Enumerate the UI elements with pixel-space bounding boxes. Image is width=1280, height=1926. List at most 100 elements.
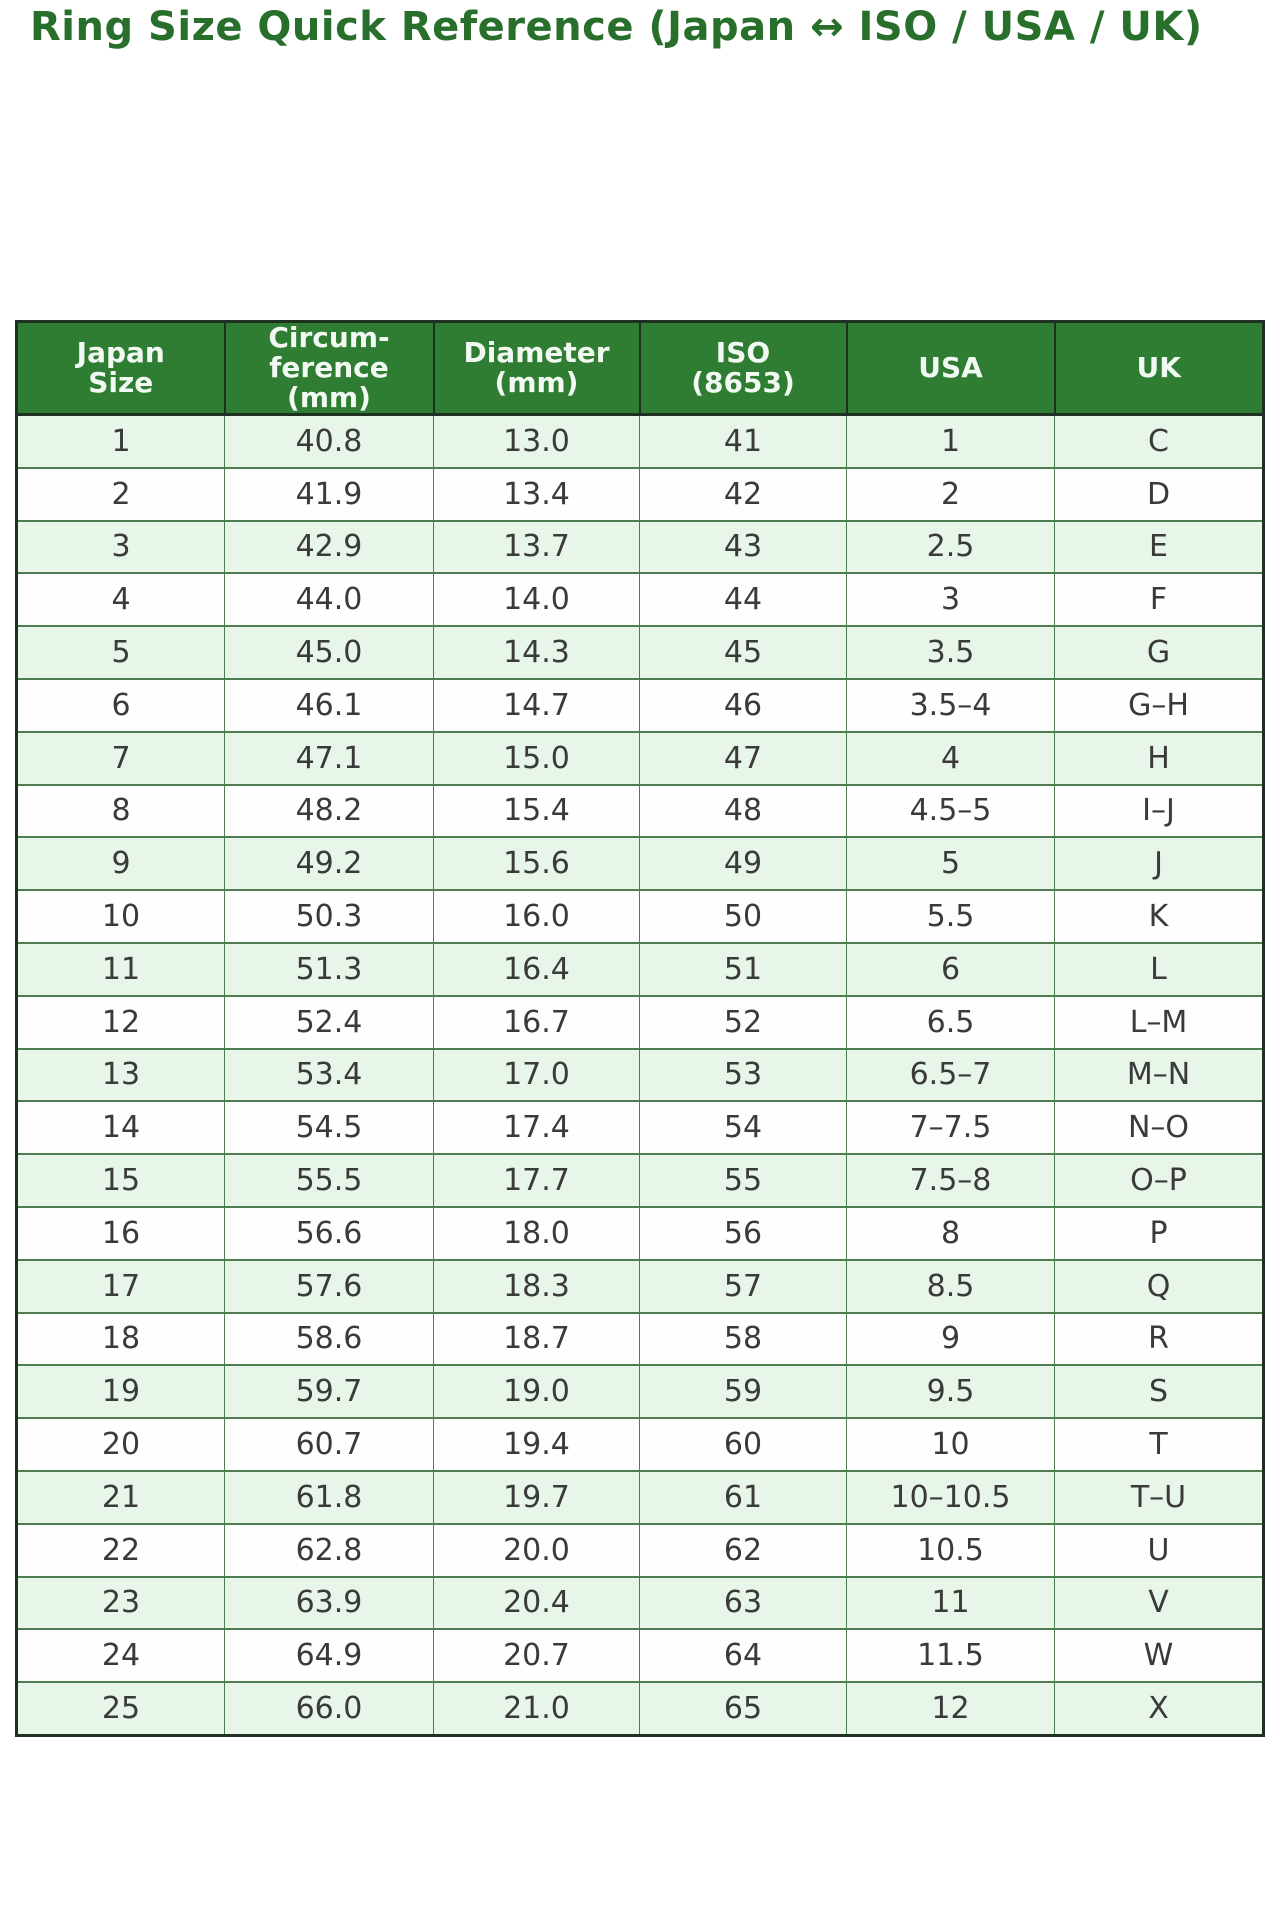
cell-iso-8653: 46 <box>639 677 847 733</box>
cell-usa: 3.5–4 <box>846 677 1055 733</box>
table-row: 14 54.5 17.4 54 7–7.5 N–O <box>16 1100 1264 1156</box>
table-row: 5 45.0 14.3 45 3.5 G <box>16 625 1264 680</box>
cell-uk: P <box>1054 1205 1264 1261</box>
cell-iso-8653: 54 <box>639 1100 847 1156</box>
cell-circumference-mm: 60.7 <box>224 1417 434 1472</box>
table-row: 4 44.0 14.0 44 3 F <box>16 572 1264 628</box>
cell-uk: L <box>1054 941 1264 997</box>
col-header-iso-8653: ISO (8653) <box>638 320 848 416</box>
col-header-circumference-mm: Circum- ference (mm) <box>223 320 435 416</box>
cell-iso-8653: 51 <box>639 941 847 997</box>
cell-circumference-mm: 44.0 <box>224 572 434 628</box>
cell-uk: D <box>1054 466 1264 522</box>
cell-japan-size: 18 <box>16 1311 225 1367</box>
cell-iso-8653: 43 <box>639 519 847 575</box>
cell-usa: 7.5–8 <box>846 1153 1055 1208</box>
table-row: 24 64.9 20.7 64 11.5 W <box>16 1628 1264 1684</box>
cell-iso-8653: 45 <box>639 625 847 680</box>
cell-usa: 1 <box>846 413 1055 469</box>
col-header-diameter-mm: Diameter (mm) <box>432 320 641 416</box>
cell-uk: E <box>1054 519 1264 575</box>
cell-iso-8653: 47 <box>639 730 847 786</box>
ring-size-table-wrap: Japan Size Circum- ference (mm) Diameter… <box>15 320 1265 1737</box>
cell-circumference-mm: 49.2 <box>224 836 434 892</box>
cell-usa: 12 <box>846 1681 1055 1737</box>
cell-iso-8653: 59 <box>639 1364 847 1420</box>
cell-uk: T <box>1054 1417 1264 1472</box>
cell-diameter-mm: 15.0 <box>433 730 640 786</box>
cell-uk: V <box>1054 1575 1264 1631</box>
cell-iso-8653: 60 <box>639 1417 847 1472</box>
cell-diameter-mm: 18.0 <box>433 1205 640 1261</box>
cell-diameter-mm: 17.7 <box>433 1153 640 1208</box>
cell-iso-8653: 63 <box>639 1575 847 1631</box>
cell-circumference-mm: 50.3 <box>224 889 434 944</box>
table-row: 25 66.0 21.0 65 12 X <box>16 1681 1264 1737</box>
cell-usa: 3.5 <box>846 625 1055 680</box>
cell-usa: 5.5 <box>846 889 1055 944</box>
cell-uk: X <box>1054 1681 1264 1737</box>
cell-circumference-mm: 57.6 <box>224 1258 434 1314</box>
cell-diameter-mm: 16.0 <box>433 889 640 944</box>
cell-iso-8653: 56 <box>639 1205 847 1261</box>
cell-japan-size: 12 <box>16 994 225 1050</box>
cell-uk: N–O <box>1054 1100 1264 1156</box>
cell-japan-size: 2 <box>16 466 225 522</box>
cell-iso-8653: 53 <box>639 1047 847 1103</box>
cell-japan-size: 5 <box>16 625 225 680</box>
table-row: 6 46.1 14.7 46 3.5–4 G–H <box>16 677 1264 733</box>
cell-japan-size: 19 <box>16 1364 225 1420</box>
cell-japan-size: 8 <box>16 783 225 839</box>
cell-circumference-mm: 45.0 <box>224 625 434 680</box>
cell-diameter-mm: 19.0 <box>433 1364 640 1420</box>
cell-diameter-mm: 14.0 <box>433 572 640 628</box>
cell-usa: 11 <box>846 1575 1055 1631</box>
cell-uk: Q <box>1054 1258 1264 1314</box>
cell-japan-size: 20 <box>16 1417 225 1472</box>
cell-usa: 3 <box>846 572 1055 628</box>
cell-diameter-mm: 18.7 <box>433 1311 640 1367</box>
cell-usa: 10–10.5 <box>846 1469 1055 1525</box>
cell-usa: 10.5 <box>846 1522 1055 1578</box>
table-row: 15 55.5 17.7 55 7.5–8 O–P <box>16 1153 1264 1208</box>
cell-usa: 9.5 <box>846 1364 1055 1420</box>
table-row: 7 47.1 15.0 47 4 H <box>16 730 1264 786</box>
cell-japan-size: 25 <box>16 1681 225 1737</box>
cell-circumference-mm: 59.7 <box>224 1364 434 1420</box>
cell-japan-size: 9 <box>16 836 225 892</box>
cell-diameter-mm: 14.3 <box>433 625 640 680</box>
cell-uk: G–H <box>1054 677 1264 733</box>
cell-circumference-mm: 46.1 <box>224 677 434 733</box>
cell-circumference-mm: 51.3 <box>224 941 434 997</box>
cell-circumference-mm: 55.5 <box>224 1153 434 1208</box>
cell-iso-8653: 55 <box>639 1153 847 1208</box>
table-row: 1 40.8 13.0 41 1 C <box>16 413 1264 469</box>
cell-usa: 10 <box>846 1417 1055 1472</box>
cell-uk: O–P <box>1054 1153 1264 1208</box>
cell-japan-size: 13 <box>16 1047 225 1103</box>
table-row: 9 49.2 15.6 49 5 J <box>16 836 1264 892</box>
cell-usa: 6.5–7 <box>846 1047 1055 1103</box>
table-row: 13 53.4 17.0 53 6.5–7 M–N <box>16 1047 1264 1103</box>
table-row: 23 63.9 20.4 63 11 V <box>16 1575 1264 1631</box>
col-header-japan-size: Japan Size <box>15 320 226 416</box>
cell-japan-size: 17 <box>16 1258 225 1314</box>
cell-iso-8653: 64 <box>639 1628 847 1684</box>
cell-usa: 6.5 <box>846 994 1055 1050</box>
cell-diameter-mm: 20.7 <box>433 1628 640 1684</box>
table-row: 22 62.8 20.0 62 10.5 U <box>16 1522 1264 1578</box>
cell-uk: U <box>1054 1522 1264 1578</box>
cell-japan-size: 7 <box>16 730 225 786</box>
cell-usa: 11.5 <box>846 1628 1055 1684</box>
cell-usa: 9 <box>846 1311 1055 1367</box>
cell-usa: 8 <box>846 1205 1055 1261</box>
cell-circumference-mm: 66.0 <box>224 1681 434 1737</box>
cell-usa: 8.5 <box>846 1258 1055 1314</box>
cell-japan-size: 11 <box>16 941 225 997</box>
cell-japan-size: 16 <box>16 1205 225 1261</box>
cell-uk: H <box>1054 730 1264 786</box>
cell-usa: 4.5–5 <box>846 783 1055 839</box>
cell-circumference-mm: 52.4 <box>224 994 434 1050</box>
cell-circumference-mm: 56.6 <box>224 1205 434 1261</box>
cell-iso-8653: 41 <box>639 413 847 469</box>
